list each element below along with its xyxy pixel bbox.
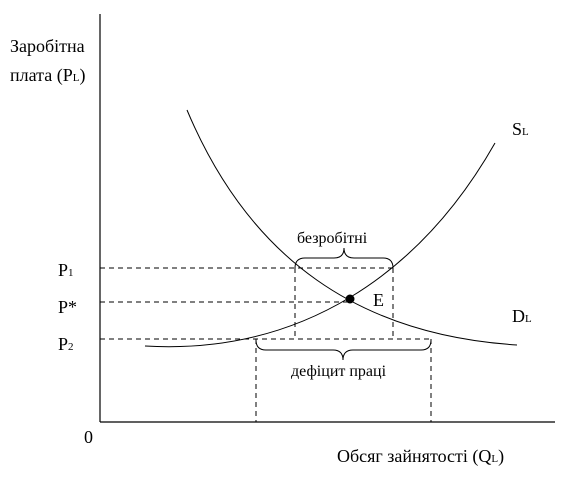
p2-guides — [100, 338, 432, 422]
origin-label: 0 — [84, 427, 93, 447]
unemployed-label: безробітні — [297, 230, 368, 247]
pstar-label: P* — [58, 297, 77, 317]
p1-label-sub: 1 — [68, 267, 74, 279]
y-axis-label: Заробітна — [10, 36, 85, 56]
x-axis-label: Обсяг зайнятості (QL) — [337, 446, 504, 467]
p1-guides — [100, 267, 394, 339]
x-axis-label-end: ) — [498, 446, 504, 467]
p2-label-main: P — [58, 334, 68, 354]
equilibrium-point — [345, 294, 355, 304]
x-axis-label-sub: L — [491, 453, 498, 465]
p1-label: P1 — [58, 260, 74, 280]
demand-label-main: D — [512, 306, 525, 326]
p1-label-main: P — [58, 260, 68, 280]
deficit-brace — [255, 339, 432, 361]
y-axis-label-main: плата (P — [10, 65, 73, 86]
supply-label-main: S — [512, 119, 522, 139]
demand-label-sub: L — [525, 313, 532, 325]
y-axis-label-end: ) — [79, 65, 85, 86]
deficit-label: дефіцит праці — [291, 363, 387, 380]
demand-label: DL — [512, 306, 532, 326]
p2-label-sub: 2 — [68, 341, 74, 353]
y-axis-label-sub: L — [73, 72, 80, 84]
x-axis-label-main: Обсяг зайнятості (Q — [337, 446, 491, 467]
p2-label: P2 — [58, 334, 74, 354]
supply-label: SL — [512, 119, 529, 139]
supply-label-sub: L — [522, 126, 529, 138]
unemployed-brace — [294, 247, 394, 269]
demand-curve — [186, 109, 518, 346]
equilibrium-label: E — [373, 290, 384, 310]
y-axis-label: плата (PL) — [10, 65, 85, 86]
